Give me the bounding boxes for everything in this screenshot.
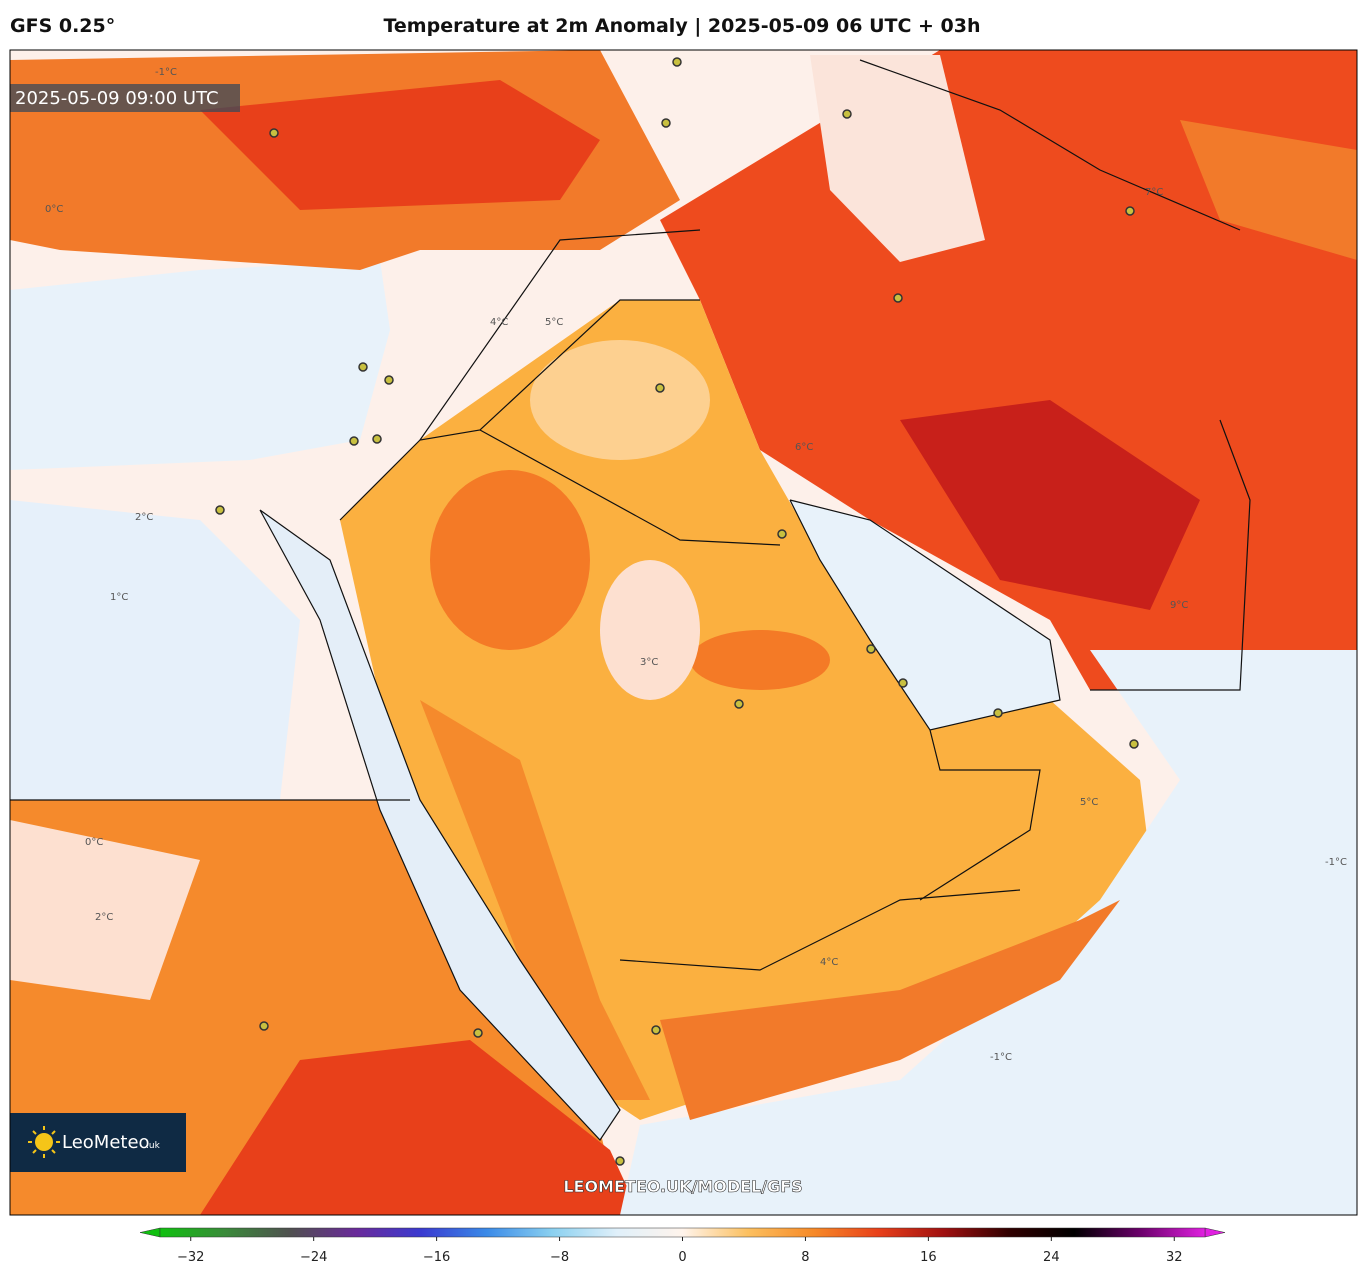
- map: 4°C 5°C 2°C -1°C 0°C 1°C 3°C 6°C 9°C 7°C 4°C -1°C 5°…: [10, 50, 1357, 1215]
- contour-label: 3°C: [640, 657, 658, 668]
- contour-label: -1°C: [155, 67, 177, 78]
- colorbar-bar: [159, 1227, 1206, 1238]
- contour-label: 4°C: [820, 957, 838, 968]
- logo-suffix: .uk: [146, 1141, 161, 1151]
- logo-name: LeoMeteo: [62, 1132, 150, 1153]
- contour-label: 0°C: [45, 204, 63, 215]
- map-title: Temperature at 2m Anomaly | 2025-05-09 0…: [383, 15, 980, 37]
- watermark: LEOMETEO.UK/MODEL/GFS: [563, 1177, 802, 1196]
- colorbar-high-arrow: [1204, 1227, 1226, 1238]
- contour-label: 6°C: [795, 442, 813, 453]
- contour-labels: 4°C 5°C 2°C -1°C 0°C 1°C 3°C 6°C 9°C 7°C 4°C -1°C 5°…: [45, 67, 1347, 1063]
- colorbar-tick-label: 0: [678, 1250, 686, 1263]
- colorbar-tick-label: 8: [801, 1250, 809, 1263]
- colorbar: −32 −24 −16 −8 0 8 16 24 32: [139, 1227, 1226, 1263]
- colorbar-tick-label: 24: [1043, 1250, 1060, 1263]
- colorbar-tick-label: −32: [177, 1250, 204, 1263]
- colorbar-tick-label: 32: [1166, 1250, 1183, 1263]
- contour-label: 5°C: [1080, 797, 1098, 808]
- colorbar-tick-label: −24: [300, 1250, 327, 1263]
- contour-label: -1°C: [1325, 857, 1347, 868]
- valid-time: 2025-05-09 09:00 UTC: [15, 88, 219, 109]
- contour-label: 5°C: [545, 317, 563, 328]
- colorbar-tick-label: 16: [920, 1250, 937, 1263]
- contour-label: 2°C: [135, 512, 153, 523]
- colorbar-tick-label: −8: [550, 1250, 569, 1263]
- map-frame: [9, 49, 1358, 1216]
- contour-label: -1°C: [990, 1052, 1012, 1063]
- contour-label: 4°C: [490, 317, 508, 328]
- colorbar-low-arrow: [139, 1227, 161, 1238]
- contour-label: 7°C: [1145, 187, 1163, 198]
- contour-label: 0°C: [85, 837, 103, 848]
- contour-label: 2°C: [95, 912, 113, 923]
- model-name: GFS 0.25°: [10, 15, 115, 37]
- contour-label: 1°C: [110, 592, 128, 603]
- contour-label: 9°C: [1170, 600, 1188, 611]
- colorbar-tick-label: −16: [423, 1250, 450, 1263]
